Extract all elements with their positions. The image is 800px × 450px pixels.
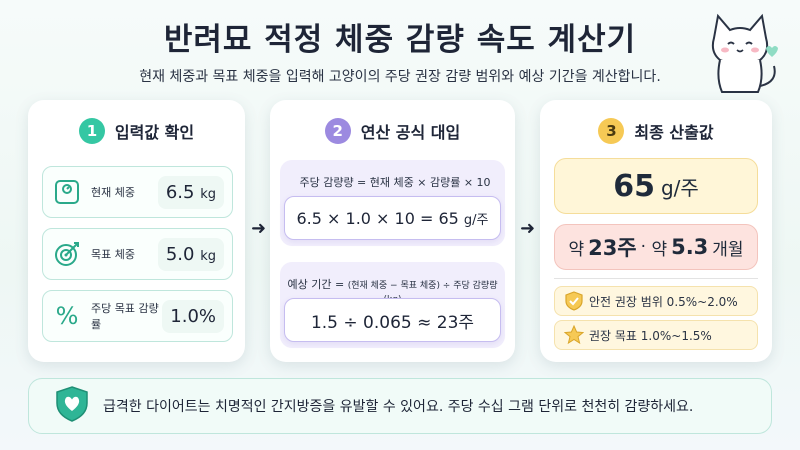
safe-range-text: 안전 권장 범위 0.5%~2.0% (589, 294, 738, 309)
recommended-row: 권장 목표 1.0%~1.5% (554, 320, 758, 350)
scale-icon (47, 179, 87, 205)
step-2-badge: 2 (324, 118, 351, 144)
cat-illustration (711, 13, 778, 93)
formula-2-box: 1.5 ÷ 0.065 ≈ 23주 (284, 298, 501, 342)
step-3-badge: 3 (598, 118, 625, 144)
safe-range-row: 안전 권장 범위 0.5%~2.0% (554, 286, 758, 316)
formula-card: 2 연산 공식 대입 주당 감량량 = 현재 체중 × 감량률 × 10 6.5… (270, 100, 515, 362)
result-card: 3 최종 산출값 65 g/주 약 23주 · 약 5.3 개월 안전 권장 범위 0.5… (540, 100, 772, 362)
page-title: 반려묘 적정 체중 감량 속도 계산기 (163, 22, 637, 58)
warning-banner: 급격한 다이어트는 치명적인 간지방증을 유발할 수 있어요. 주당 수십 그램… (28, 378, 772, 434)
recommended-text: 권장 목표 1.0%~1.5% (589, 328, 712, 343)
star-icon (559, 325, 589, 345)
arrow-right-icon: ➜ (251, 218, 267, 239)
loss-rate-row: % 주당 목표 감량률 1.0% (42, 290, 233, 342)
step-1-title: 입력값 확인 (114, 123, 195, 142)
current-weight-row: 현재 체중 6.5 kg (42, 166, 233, 218)
target-weight-value: 5.0 kg (157, 237, 224, 271)
loss-rate-label: 주당 목표 감량률 (91, 302, 159, 331)
arrow-right-icon: ➜ (520, 218, 536, 239)
target-icon (47, 240, 87, 268)
current-weight-label: 현재 체중 (91, 186, 135, 199)
input-card: 1 입력값 확인 현재 체중 6.5 kg 목표 체중 5.0 kg % 주당 … (28, 100, 245, 362)
divider (554, 278, 758, 279)
step-2-title: 연산 공식 대입 (360, 123, 461, 142)
page-subtitle: 현재 체중과 목표 체중을 입력해 고양이의 주당 권장 감량 범위와 예상 기… (139, 69, 661, 85)
shield-heart-icon (55, 385, 89, 427)
formula-1-label: 주당 감량량 = 현재 체중 × 감량률 × 10 (299, 176, 491, 189)
weekly-loss-result: 65 g/주 (554, 158, 758, 214)
duration-result: 약 23주 · 약 5.3 개월 (554, 224, 758, 270)
target-weight-label: 목표 체중 (91, 248, 135, 261)
step-3-title: 최종 산출값 (634, 123, 714, 142)
loss-rate-value: 1.0% (162, 299, 224, 333)
target-weight-row: 목표 체중 5.0 kg (42, 228, 233, 280)
shield-check-icon (559, 291, 589, 311)
formula-1-box: 6.5 × 1.0 × 10 = 65 g/주 (284, 196, 501, 240)
step-1-badge: 1 (78, 118, 105, 144)
warning-text: 급격한 다이어트는 치명적인 간지방증을 유발할 수 있어요. 주당 수십 그램… (103, 399, 694, 415)
percent-icon: % (55, 302, 79, 330)
current-weight-value: 6.5 kg (157, 175, 224, 209)
